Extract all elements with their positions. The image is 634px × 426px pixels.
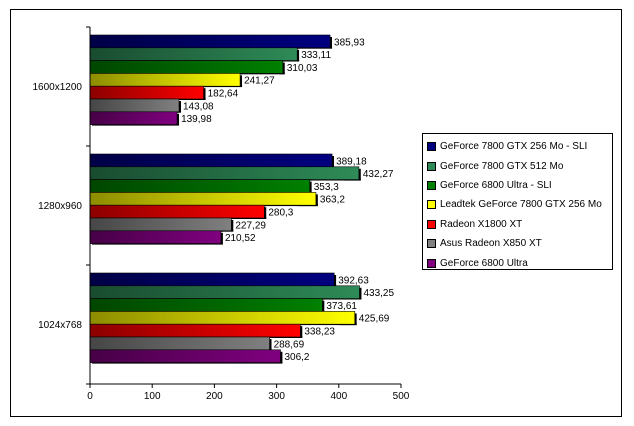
legend-label: Leadtek GeForce 7800 GTX 256 Mo <box>440 199 602 211</box>
value-label: 373,61 <box>326 301 357 312</box>
legend-label: GeForce 6800 Ultra <box>440 257 528 269</box>
bar <box>89 98 180 113</box>
bar <box>89 47 298 61</box>
bar <box>89 73 241 87</box>
bar <box>89 204 265 219</box>
value-label-bg <box>282 350 315 362</box>
value-label: 288,69 <box>274 339 305 350</box>
bar <box>89 34 331 49</box>
bar <box>89 285 360 299</box>
bar <box>89 349 281 363</box>
bar <box>89 217 232 232</box>
value-label-bg <box>334 155 372 166</box>
axes: 1600x1200 1280x960 1024x768 0 100 200 300 400 50… <box>33 26 410 402</box>
bar <box>89 179 311 193</box>
legend-swatch <box>427 258 436 268</box>
bar <box>89 111 178 125</box>
legend-label: GeForce 7800 GTX 256 Mo - SLI <box>440 141 588 153</box>
legend-item: Leadtek GeForce 7800 GTX 256 Mo <box>427 195 612 214</box>
value-label-bg <box>360 167 399 179</box>
bar <box>89 230 222 244</box>
value-label: 139,98 <box>181 114 212 125</box>
value-label: 425,69 <box>359 314 390 325</box>
value-label: 310,03 <box>287 63 318 74</box>
value-label-bg <box>284 61 323 73</box>
bar <box>89 272 335 287</box>
legend-swatch <box>427 200 436 210</box>
x-tick-label: 300 <box>268 391 285 402</box>
value-label: 227,29 <box>235 220 266 231</box>
value-label: 143,08 <box>183 101 214 112</box>
legend-swatch <box>427 161 436 171</box>
value-label-bg <box>242 74 280 86</box>
legend-label: Radeon X1800 XT <box>440 218 523 230</box>
legend-item: GeForce 6800 Ultra <box>427 253 612 272</box>
category-label: 1024x768 <box>38 320 82 331</box>
value-label: 392,63 <box>338 275 369 286</box>
legend-swatch <box>427 239 436 249</box>
legend: GeForce 7800 GTX 256 Mo - SLI GeForce 780… <box>422 133 613 270</box>
bar <box>89 85 204 100</box>
x-tick-label: 0 <box>87 391 93 402</box>
bars <box>89 34 362 364</box>
legend-swatch <box>427 142 436 152</box>
value-label-bg <box>233 219 271 230</box>
value-label: 389,18 <box>336 156 367 167</box>
legend-label: GeForce 6800 Ultra - SLI <box>440 179 552 191</box>
value-label: 432,27 <box>363 169 394 180</box>
legend-swatch <box>427 180 436 190</box>
value-label-bg <box>336 274 374 285</box>
value-label: 280,3 <box>268 208 293 219</box>
bar <box>89 166 360 180</box>
value-label: 210,52 <box>225 233 256 244</box>
bar <box>89 153 333 168</box>
bar <box>89 311 356 325</box>
value-label-bg <box>356 312 395 324</box>
legend-label: GeForce 7800 GTX 512 Mo <box>440 160 564 172</box>
value-label: 306,2 <box>284 352 309 363</box>
legend-item: GeForce 6800 Ultra - SLI <box>427 176 612 195</box>
bar <box>89 336 270 351</box>
legend-label: Asus Radeon X850 XT <box>440 238 542 250</box>
value-label-bg <box>266 206 299 217</box>
bar <box>89 60 284 74</box>
bar <box>89 298 323 312</box>
value-label-bg <box>179 112 217 124</box>
value-label-bg <box>311 180 344 192</box>
x-tick-label: 500 <box>393 391 410 402</box>
value-label-bg <box>317 193 350 205</box>
category-label: 1600x1200 <box>33 82 83 93</box>
bar <box>89 323 301 338</box>
value-label-bg <box>271 338 310 349</box>
x-tick-label: 400 <box>330 391 347 402</box>
value-label-bg <box>205 87 244 98</box>
value-label: 385,93 <box>334 37 365 48</box>
legend-item: Asus Radeon X850 XT <box>427 234 612 253</box>
x-tick-label: 200 <box>206 391 223 402</box>
legend-item: GeForce 7800 GTX 512 Mo <box>427 156 612 175</box>
value-label-bg <box>361 286 400 298</box>
value-label-bg <box>332 36 370 47</box>
value-label-bg <box>299 48 337 60</box>
legend-swatch <box>427 219 436 229</box>
value-label-bg <box>302 325 340 336</box>
value-label: 433,25 <box>363 288 394 299</box>
category-label: 1280x960 <box>38 201 82 212</box>
value-label: 363,2 <box>320 195 345 206</box>
legend-item: GeForce 7800 GTX 256 Mo - SLI <box>427 137 612 156</box>
value-label: 338,23 <box>304 327 335 338</box>
value-label: 241,27 <box>244 76 275 87</box>
value-label: 353,3 <box>314 182 339 193</box>
value-label-bg <box>180 100 219 111</box>
value-label-bg <box>222 231 261 243</box>
value-label: 333,11 <box>301 50 331 61</box>
legend-item: Radeon X1800 XT <box>427 215 612 234</box>
value-label: 182,64 <box>208 89 239 100</box>
bar <box>89 192 317 206</box>
value-label-bg <box>324 299 362 311</box>
x-tick-label: 100 <box>144 391 161 402</box>
